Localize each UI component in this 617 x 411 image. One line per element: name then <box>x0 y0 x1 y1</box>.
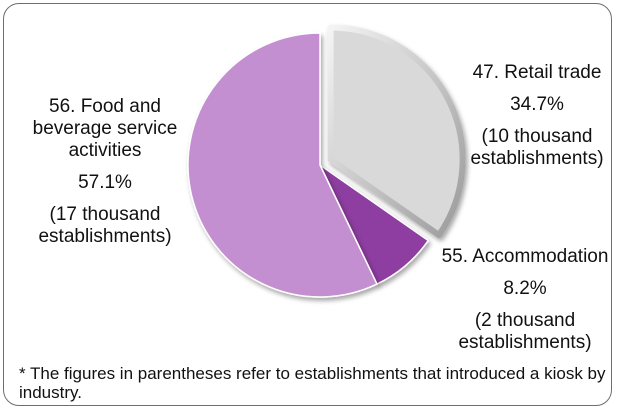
footnote: * The figures in parentheses refer to es… <box>19 364 606 402</box>
retail-count-line-2: establishments) <box>470 148 604 169</box>
retail-percent: 34.7% <box>510 94 564 115</box>
food-percent: 57.1% <box>78 172 132 193</box>
food-name-line-2: beverage service <box>32 118 178 139</box>
accommodation-count-line-2: establishments) <box>458 332 592 353</box>
accommodation-name-line-1: 55. Accommodation <box>441 246 609 267</box>
pie-slices <box>187 24 466 298</box>
retail-name-line-1: 47. Retail trade <box>472 62 602 83</box>
food-name-line-3: activities <box>68 140 142 161</box>
label-food-beverage: 56. Food and beverage service activities… <box>10 96 200 248</box>
food-count-line-1: (17 thousand <box>49 204 161 225</box>
slice-food-beverage <box>187 32 378 298</box>
food-count-line-2: establishments) <box>38 226 172 247</box>
food-name-line-1: 56. Food and <box>49 96 161 117</box>
slice-retail-trade <box>327 24 466 239</box>
accommodation-count-line-1: (2 thousand <box>474 310 576 331</box>
label-retail-trade: 47. Retail trade 34.7% (10 thousand esta… <box>462 62 612 170</box>
accommodation-percent: 8.2% <box>503 278 547 299</box>
retail-count-line-1: (10 thousand <box>481 126 593 147</box>
label-accommodation: 55. Accommodation 8.2% (2 thousand estab… <box>430 246 617 354</box>
